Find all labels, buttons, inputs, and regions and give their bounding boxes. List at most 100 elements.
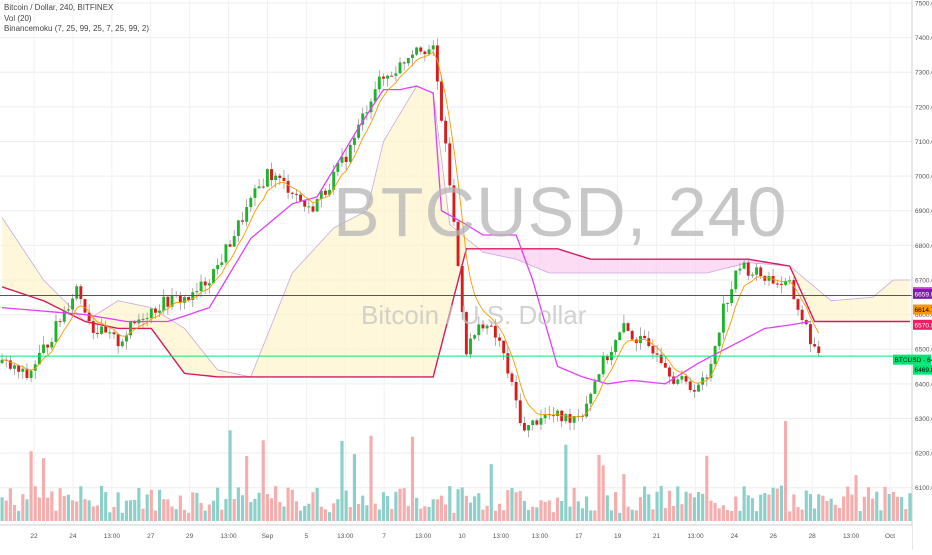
candle-body[interactable] <box>50 342 53 348</box>
candle-body[interactable] <box>84 299 87 313</box>
candle-body[interactable] <box>204 282 207 286</box>
candle-body[interactable] <box>631 331 634 340</box>
candle-body[interactable] <box>627 323 630 331</box>
volume-bar[interactable] <box>494 511 497 521</box>
volume-bar[interactable] <box>705 456 708 521</box>
volume-bar[interactable] <box>685 492 688 521</box>
volume-bar[interactable] <box>577 501 580 521</box>
volume-bar[interactable] <box>734 496 737 521</box>
volume-bar[interactable] <box>564 445 567 521</box>
volume-bar[interactable] <box>838 508 841 521</box>
candle-body[interactable] <box>515 382 518 400</box>
volume-bar[interactable] <box>701 494 704 521</box>
candle-body[interactable] <box>394 73 397 75</box>
volume-bar[interactable] <box>79 486 82 521</box>
candle-body[interactable] <box>718 333 721 347</box>
candle-body[interactable] <box>797 299 800 310</box>
volume-bar[interactable] <box>510 488 513 521</box>
candle-body[interactable] <box>92 321 95 333</box>
volume-bar[interactable] <box>863 497 866 521</box>
volume-bar[interactable] <box>361 496 364 521</box>
volume-bar[interactable] <box>88 500 91 521</box>
volume-bar[interactable] <box>307 504 310 521</box>
candle-body[interactable] <box>622 323 625 332</box>
candle-body[interactable] <box>809 324 812 344</box>
volume-bar[interactable] <box>162 499 165 521</box>
candle-body[interactable] <box>108 332 111 333</box>
candle-body[interactable] <box>200 282 203 292</box>
volume-bar[interactable] <box>50 491 53 521</box>
volume-bar[interactable] <box>166 499 169 521</box>
candle-body[interactable] <box>768 276 771 281</box>
volume-bar[interactable] <box>67 495 70 521</box>
candle-body[interactable] <box>187 297 190 300</box>
volume-bar[interactable] <box>332 503 335 521</box>
volume-bar[interactable] <box>30 451 33 521</box>
candle-body[interactable] <box>166 297 169 307</box>
candle-body[interactable] <box>755 267 758 274</box>
candle-body[interactable] <box>270 169 273 180</box>
volume-bar[interactable] <box>71 500 74 521</box>
volume-bar[interactable] <box>291 490 294 521</box>
volume-bar[interactable] <box>763 493 766 521</box>
volume-bar[interactable] <box>303 506 306 521</box>
volume-bar[interactable] <box>635 510 638 521</box>
volume-bar[interactable] <box>672 506 675 521</box>
candle-body[interactable] <box>477 324 480 335</box>
candle-body[interactable] <box>656 353 659 354</box>
candle-body[interactable] <box>142 319 145 320</box>
volume-bar[interactable] <box>34 486 37 521</box>
volume-bar[interactable] <box>801 510 804 521</box>
volume-bar[interactable] <box>129 500 132 521</box>
candle-body[interactable] <box>146 318 149 319</box>
candle-body[interactable] <box>556 411 559 416</box>
candle-body[interactable] <box>100 326 103 333</box>
volume-bar[interactable] <box>241 495 244 521</box>
candle-body[interactable] <box>407 58 410 63</box>
volume-bar[interactable] <box>469 503 472 521</box>
volume-bar[interactable] <box>340 441 343 521</box>
candle-body[interactable] <box>523 423 526 430</box>
candle-body[interactable] <box>606 356 609 360</box>
volume-bar[interactable] <box>809 494 812 521</box>
volume-bar[interactable] <box>457 489 460 521</box>
volume-bar[interactable] <box>75 501 78 521</box>
volume-bar[interactable] <box>262 440 265 521</box>
candle-body[interactable] <box>390 76 393 77</box>
volume-bar[interactable] <box>585 496 588 521</box>
volume-bar[interactable] <box>150 490 153 521</box>
volume-bar[interactable] <box>427 507 430 521</box>
candle-body[interactable] <box>444 121 447 144</box>
volume-bar[interactable] <box>830 499 833 521</box>
candle-body[interactable] <box>258 187 261 189</box>
volume-bar[interactable] <box>59 488 62 521</box>
candle-body[interactable] <box>117 334 120 346</box>
volume-bar[interactable] <box>726 510 729 521</box>
volume-bar[interactable] <box>788 511 791 521</box>
candle-body[interactable] <box>349 145 352 162</box>
volume-bar[interactable] <box>461 487 464 521</box>
volume-bar[interactable] <box>133 500 136 521</box>
legend-volume[interactable]: Vol (20) <box>4 14 149 25</box>
candle-body[interactable] <box>705 377 708 378</box>
candle-body[interactable] <box>473 335 476 338</box>
volume-bar[interactable] <box>552 512 555 521</box>
volume-bar[interactable] <box>805 491 808 521</box>
volume-bar[interactable] <box>278 502 281 521</box>
candle-body[interactable] <box>813 344 816 346</box>
volume-bar[interactable] <box>539 500 542 521</box>
candle-body[interactable] <box>324 191 327 195</box>
candle-body[interactable] <box>618 332 621 340</box>
volume-bar[interactable] <box>481 510 484 521</box>
volume-bar[interactable] <box>137 488 140 521</box>
volume-bar[interactable] <box>112 507 115 521</box>
volume-bar[interactable] <box>908 493 911 521</box>
volume-bar[interactable] <box>208 504 211 521</box>
volume-bar[interactable] <box>38 498 41 521</box>
legend-indicator[interactable]: Binancemoku (7, 25, 99, 25, 7, 25, 99, 2… <box>4 24 149 35</box>
volume-bar[interactable] <box>871 499 874 521</box>
volume-bar[interactable] <box>394 492 397 521</box>
candle-body[interactable] <box>569 414 572 423</box>
volume-bar[interactable] <box>879 510 882 521</box>
